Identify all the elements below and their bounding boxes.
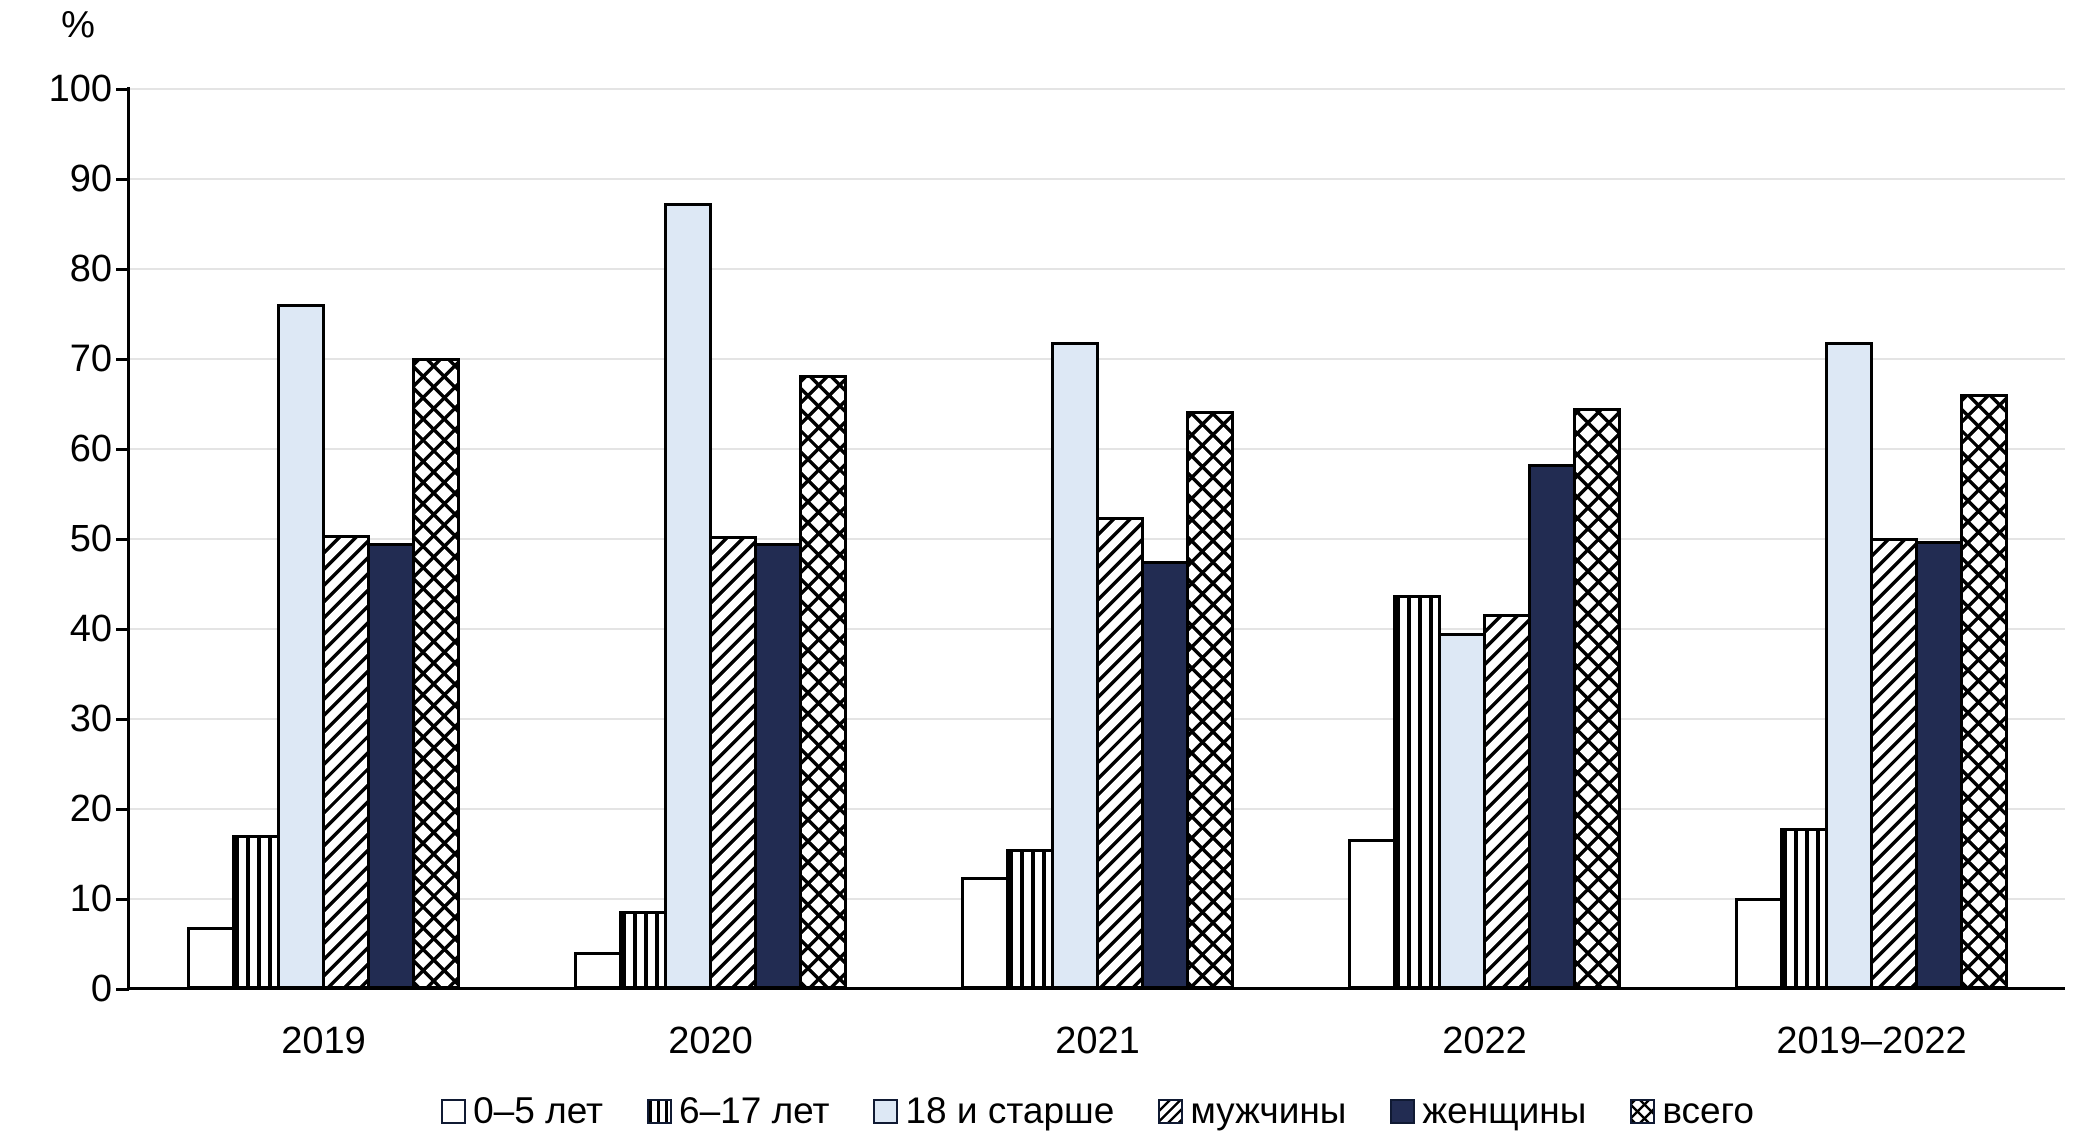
bar: [619, 910, 667, 989]
bar: [664, 203, 712, 989]
bar: [1780, 827, 1828, 989]
bar: [1051, 341, 1099, 989]
y-tick-mark: [116, 358, 129, 361]
bar: [1393, 594, 1441, 989]
bar: [574, 952, 622, 989]
y-tick-mark: [116, 178, 129, 181]
legend-item: всего: [1630, 1088, 1754, 1134]
bar: [232, 835, 280, 989]
bar: [1573, 407, 1621, 989]
y-tick-mark: [116, 538, 129, 541]
bar: [1348, 838, 1396, 989]
legend-item: женщины: [1390, 1088, 1586, 1134]
y-tick-label: 40: [69, 608, 112, 650]
bar-group: [517, 89, 904, 989]
legend-label: всего: [1662, 1090, 1754, 1131]
legend: 0–5 лет 6–17 лет 18 и старше мужчины женщины…: [130, 1083, 2065, 1139]
y-tick-label: 60: [69, 428, 112, 470]
legend-label: 18 и старше: [905, 1090, 1115, 1131]
y-tick-mark: [116, 88, 129, 91]
legend-item: 0–5 лет: [441, 1088, 603, 1134]
bar: [1096, 517, 1144, 989]
legend-swatch-icon: [1390, 1098, 1416, 1124]
x-axis-label: 2019–2022: [1776, 1020, 1967, 1062]
y-tick-mark: [116, 808, 129, 811]
bar: [754, 542, 802, 989]
y-tick-mark: [116, 988, 129, 991]
bar: [1870, 538, 1918, 989]
y-tick-label: 10: [69, 878, 112, 920]
bar: [1735, 898, 1783, 989]
x-axis-line: [127, 987, 2065, 990]
bar: [961, 877, 1009, 989]
bar: [799, 375, 847, 989]
bar: [1915, 540, 1963, 989]
legend-label: 6–17 лет: [679, 1090, 830, 1131]
bar: [412, 358, 460, 989]
bar-group: [1291, 89, 1678, 989]
legend-swatch-icon: [1158, 1098, 1184, 1124]
x-axis-label: 2019: [281, 1020, 366, 1062]
legend-swatch-icon: [647, 1098, 672, 1124]
x-axis-label: 2022: [1442, 1020, 1527, 1062]
legend-label: женщины: [1422, 1090, 1587, 1131]
bar: [277, 304, 325, 989]
legend-swatch-icon: [1630, 1098, 1656, 1124]
bar-group: [904, 89, 1291, 989]
legend-item: мужчины: [1158, 1088, 1346, 1134]
legend-label: 0–5 лет: [473, 1090, 603, 1131]
y-tick-label: 90: [69, 158, 112, 200]
gridline: [130, 268, 2065, 270]
bar: [1006, 848, 1054, 989]
y-tick-mark: [116, 268, 129, 271]
x-axis-label: 2021: [1055, 1020, 1140, 1062]
legend-item: 6–17 лет: [647, 1088, 829, 1134]
bar: [1438, 632, 1486, 989]
legend-item: 18 и старше: [873, 1088, 1114, 1134]
bar: [187, 926, 235, 989]
bar: [322, 535, 370, 989]
y-tick-mark: [116, 628, 129, 631]
gridline: [130, 178, 2065, 180]
y-tick-label: 100: [48, 68, 112, 110]
y-tick-label: 70: [69, 338, 112, 380]
y-tick-label: 20: [69, 788, 112, 830]
bar: [1825, 341, 1873, 989]
bar: [1960, 394, 2008, 989]
legend-label: мужчины: [1190, 1090, 1347, 1131]
bar: [1528, 464, 1576, 989]
gridline: [130, 88, 2065, 90]
bar: [1141, 560, 1189, 989]
legend-swatch-icon: [441, 1098, 467, 1124]
y-tick-mark: [116, 448, 129, 451]
bar-group: [130, 89, 517, 989]
y-tick-label: 50: [69, 518, 112, 560]
bar-group: [1678, 89, 2065, 989]
y-tick-label: 80: [69, 248, 112, 290]
bar: [1186, 411, 1234, 989]
y-tick-label: 30: [69, 698, 112, 740]
y-tick-mark: [116, 718, 129, 721]
x-axis-label: 2020: [668, 1020, 753, 1062]
bar: [367, 542, 415, 989]
legend-swatch-icon: [873, 1098, 899, 1124]
bar: [709, 536, 757, 989]
y-tick-label: 0: [90, 968, 112, 1010]
bar: [1483, 613, 1531, 989]
plot-area: [130, 88, 2065, 989]
y-tick-mark: [116, 898, 129, 901]
y-axis-unit-label: %: [61, 4, 95, 46]
